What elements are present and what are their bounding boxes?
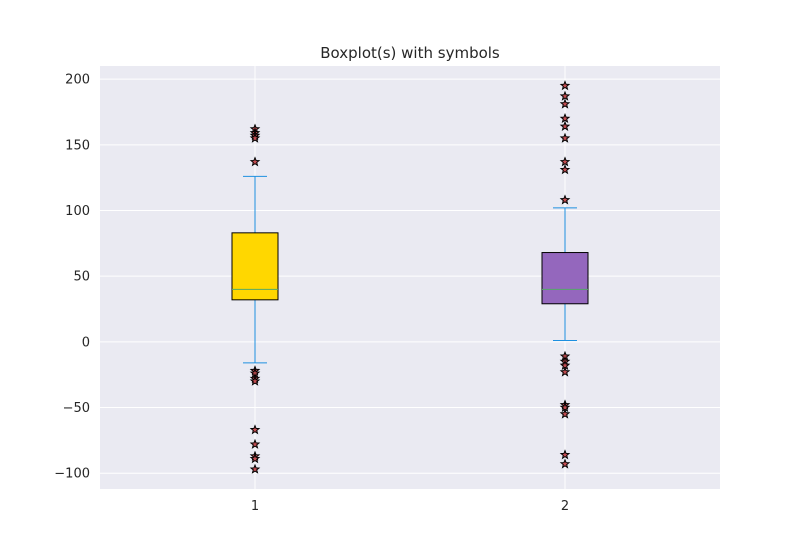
outlier-point [249, 463, 261, 474]
outlier-point [559, 80, 571, 91]
box [231, 232, 279, 301]
x-tick-label: 2 [561, 499, 569, 514]
outlier-point [559, 132, 571, 143]
y-tick-label: −100 [54, 467, 90, 482]
outlier-point [559, 98, 571, 109]
box [541, 252, 589, 305]
outlier-point [559, 449, 571, 460]
y-tick-label: 100 [65, 204, 90, 219]
outlier-point [559, 112, 571, 124]
outlier-point [559, 120, 571, 131]
y-tick-label: −50 [63, 401, 90, 416]
boxes [231, 80, 589, 474]
y-tick-label: 150 [65, 138, 90, 153]
box-series-1 [231, 123, 279, 474]
box-series-2 [541, 80, 589, 469]
outlier-point [559, 194, 571, 205]
outlier-point [559, 164, 571, 175]
outlier-point [249, 156, 261, 167]
x-tick-label: 1 [251, 499, 259, 514]
outlier-point [249, 424, 261, 435]
y-tick-label: 200 [65, 73, 90, 88]
outlier-point [559, 408, 571, 419]
y-axis: 200 150 100 50 0 −50 −100 [54, 73, 90, 482]
outlier-point [249, 453, 261, 464]
outlier-point [559, 156, 571, 167]
outlier-point [249, 438, 261, 449]
outlier-point [249, 132, 261, 143]
outlier-point [559, 366, 571, 377]
chart-title: Boxplot(s) with symbols [320, 44, 500, 62]
plot-area [100, 66, 720, 489]
outlier-point [559, 90, 571, 101]
y-tick-label: 0 [82, 335, 90, 350]
outlier-point [559, 458, 571, 469]
y-tick-label: 50 [73, 270, 90, 285]
outlier-point [249, 375, 261, 386]
